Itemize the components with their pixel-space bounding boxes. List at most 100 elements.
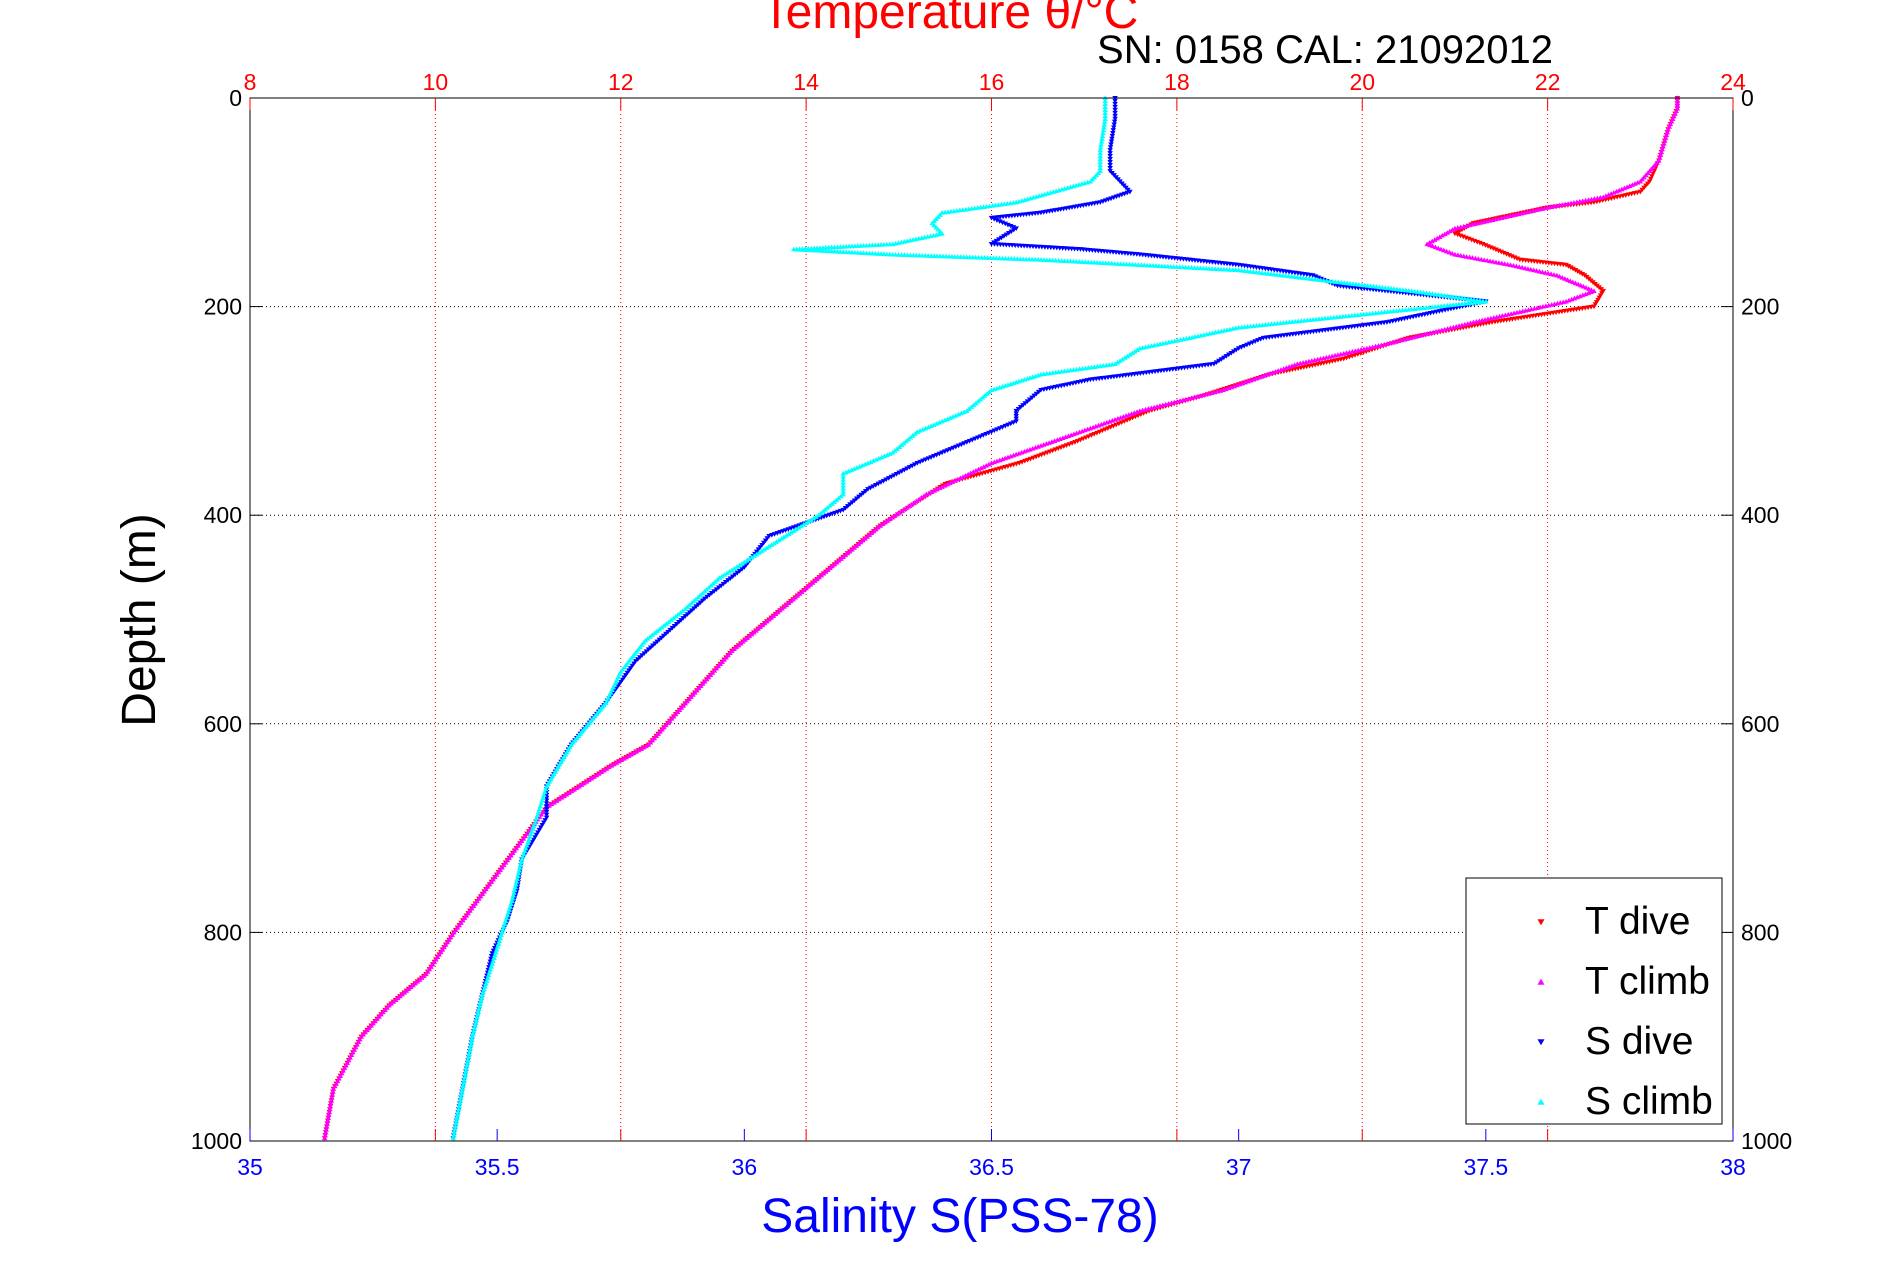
data-point: [661, 724, 667, 730]
data-point: [1033, 194, 1039, 199]
data-point: [489, 951, 495, 956]
data-point: [1010, 452, 1017, 458]
data-point: [1502, 312, 1509, 318]
data-point: [1469, 221, 1476, 227]
data-point: [1104, 419, 1110, 425]
data-point: [1234, 382, 1240, 388]
data-point: [688, 694, 694, 699]
data-point: [618, 680, 624, 685]
data-point: [1395, 338, 1402, 344]
data-point: [701, 678, 708, 684]
data-point: [887, 516, 893, 522]
data-point: [551, 799, 557, 805]
x-bottom-tick-label: 38: [1720, 1154, 1746, 1180]
data-point: [1472, 255, 1479, 261]
data-point: [561, 793, 567, 799]
data-point: [520, 835, 527, 841]
data-point: [698, 683, 704, 688]
data-point: [1062, 434, 1069, 440]
data-point: [820, 570, 827, 576]
data-point: [931, 488, 938, 493]
data-point: [809, 580, 816, 585]
data-point: [1137, 408, 1143, 413]
data-point: [1548, 271, 1554, 277]
data-point: [1056, 187, 1062, 193]
data-point: [1112, 107, 1118, 113]
data-point: [860, 537, 866, 543]
data-point: [1501, 261, 1508, 266]
data-point: [481, 888, 487, 894]
data-point: [362, 1029, 368, 1035]
data-point: [495, 869, 502, 875]
data-point: [1084, 179, 1091, 185]
data-point: [1559, 202, 1565, 207]
data-point: [814, 576, 820, 582]
data-point: [631, 661, 637, 667]
data-point: [1599, 291, 1605, 296]
data-point: [682, 700, 688, 706]
data-point: [1171, 399, 1178, 405]
y-tick-label-right: 200: [1741, 294, 1779, 320]
data-point: [1525, 266, 1531, 271]
data-point: [1090, 424, 1096, 430]
data-point: [757, 624, 764, 629]
data-point: [1528, 306, 1535, 312]
data-point: [1594, 195, 1601, 201]
data-point: [1185, 396, 1192, 401]
data-point: [934, 486, 940, 492]
data-point: [1398, 337, 1405, 343]
data-point: [619, 677, 626, 683]
data-point: [1436, 328, 1442, 333]
data-point: [1485, 316, 1491, 322]
data-point: [1518, 210, 1525, 216]
data-point: [1621, 185, 1628, 191]
data-point: [783, 602, 790, 607]
data-point: [1452, 225, 1458, 231]
data-point: [1442, 231, 1448, 237]
data-point: [1525, 307, 1532, 312]
data-point: [957, 475, 964, 481]
legend: T dive T climb S dive S climb: [1465, 877, 1723, 1125]
data-point: [1547, 204, 1554, 210]
data-point: [1460, 223, 1467, 229]
data-point: [1515, 211, 1522, 217]
data-point: [1361, 346, 1367, 352]
data-point: [998, 201, 1005, 207]
data-point: [1107, 162, 1113, 168]
data-point: [759, 622, 766, 628]
data-point: [1349, 349, 1356, 354]
data-point: [384, 1005, 390, 1010]
data-point: [1577, 293, 1583, 299]
data-point: [1039, 192, 1045, 198]
data-point: [707, 672, 714, 678]
data-point: [1217, 388, 1224, 393]
data-point: [1449, 227, 1456, 232]
data-point: [598, 769, 605, 774]
data-point: [796, 591, 803, 596]
data-point: [1154, 404, 1160, 409]
data-point: [1418, 332, 1425, 338]
data-point: [1524, 209, 1531, 215]
data-point: [1317, 356, 1324, 361]
data-point: [759, 542, 765, 548]
legend-label: S dive: [1585, 1020, 1693, 1063]
data-point: [454, 925, 461, 930]
data-point: [1490, 259, 1496, 264]
data-point: [709, 670, 716, 675]
data-point: [785, 600, 792, 605]
data-point: [1626, 183, 1633, 188]
data-point: [766, 616, 772, 622]
data-point: [1458, 252, 1464, 258]
data-point: [419, 975, 425, 980]
data-point: [1112, 98, 1118, 104]
data-point: [901, 506, 908, 512]
data-point: [1439, 327, 1445, 333]
data-point: [672, 711, 679, 717]
data-point: [1323, 354, 1330, 360]
data-point: [1575, 281, 1581, 287]
data-point: [1106, 418, 1113, 424]
y-tick-label-right: 400: [1741, 502, 1779, 528]
data-point: [935, 214, 941, 219]
data-point: [777, 607, 783, 613]
data-point: [746, 633, 753, 639]
